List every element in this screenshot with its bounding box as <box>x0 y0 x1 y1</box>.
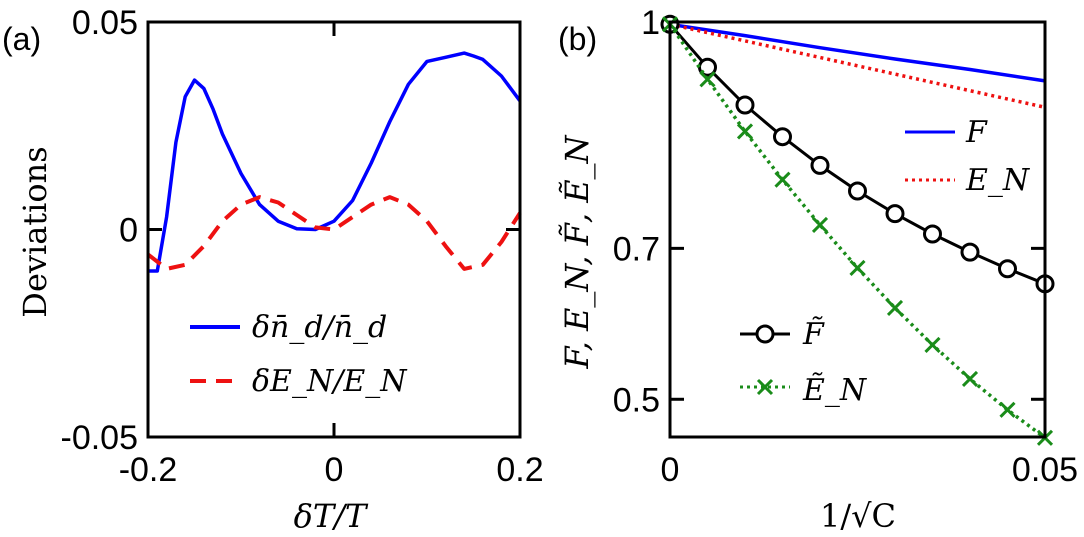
panel-b-marker-x-7 <box>924 336 941 354</box>
panel-b-ticks: 0 0.05 1 0.7 0.5 <box>613 4 1078 489</box>
panel-a-xlabel: δT/T <box>294 497 369 535</box>
panel-b-marker-x-6 <box>886 299 904 317</box>
legend-a-label-density: δn̄_d/n̄_d <box>252 310 387 345</box>
panel-b-label: (b) <box>558 21 597 57</box>
y-tick-label: 0.5 <box>613 381 660 419</box>
y-tick-label: -0.05 <box>61 419 139 457</box>
legend-b-marker-ENtilde <box>756 378 774 396</box>
panel-b-xlabel: 1/√C <box>820 497 896 535</box>
panel-b-legend-lower: F̃ Ẽ_N <box>740 317 868 408</box>
panel-b-ylabel: F, E_N, F̃, Ẽ_N <box>558 134 596 369</box>
panel-b-marker-x-5 <box>849 259 866 277</box>
legend-b-label-ENtilde: Ẽ_N <box>802 372 868 408</box>
panel-b-marker-circle-8 <box>960 242 980 262</box>
panel-a-ylabel: Deviations <box>16 146 54 317</box>
panel-b-marker-circle-2 <box>735 95 755 115</box>
legend-b-marker-Ftilde <box>755 324 775 344</box>
panel-a-plot-area <box>146 51 522 273</box>
panel-b-marker-x-1 <box>699 71 716 88</box>
panel-b-marker-x-4 <box>811 216 829 234</box>
panel-b-marker-circle-4 <box>810 155 830 175</box>
y-tick-label: 1 <box>641 4 660 42</box>
panel-a: (a) Deviations δT/T -0.2 0 0.2 0.05 0 -0.05 δ… <box>2 4 544 535</box>
panel-a-series-line-1 <box>146 195 522 271</box>
panel-a-ticks: -0.2 0 0.2 0.05 0 -0.05 <box>61 4 544 489</box>
panel-b-marker-circle-3 <box>773 127 792 147</box>
x-tick-label: 0 <box>325 451 344 489</box>
panel-b: (b) F, E_N, F̃, Ẽ_N 1/√C 0 0.05 1 0.7 0.5 F … <box>558 4 1078 535</box>
panel-b-frame <box>668 20 1047 439</box>
panel-b-legend-upper: F E_N <box>905 115 1031 198</box>
panel-b-marker-circle-5 <box>848 181 867 201</box>
panel-b-marker-circle-9 <box>998 259 1017 279</box>
panel-b-marker-x-2 <box>736 123 754 140</box>
panel-b-marker-x-8 <box>961 370 979 387</box>
panel-b-marker-x-9 <box>999 401 1016 418</box>
legend-b-label-EN: E_N <box>965 163 1031 198</box>
panel-b-marker-circle-6 <box>885 204 905 224</box>
x-tick-label: -0.2 <box>119 451 178 489</box>
y-tick-label: 0 <box>119 212 138 250</box>
panel-b-series-line-2 <box>668 23 1046 286</box>
panel-b-marker-circle-7 <box>923 224 942 244</box>
y-tick-label: 0.7 <box>613 230 660 268</box>
panel-b-marker-x-3 <box>774 171 791 188</box>
y-tick-label: 0.05 <box>72 4 138 42</box>
panel-a-legend: δn̄_d/n̄_d δE_N/E_N <box>190 310 408 399</box>
legend-b-label-Ftilde: F̃ <box>802 317 825 352</box>
legend-b-label-F: F <box>965 115 988 150</box>
x-tick-label: 0.2 <box>496 451 543 489</box>
legend-a-label-entanglement: δE_N/E_N <box>252 364 408 399</box>
panel-b-series-line-0 <box>669 22 1046 83</box>
x-tick-label: 0 <box>661 451 680 489</box>
panel-a-label: (a) <box>2 21 41 57</box>
panel-a-series-line-0 <box>148 51 522 273</box>
panel-b-series-line-1 <box>669 22 1046 110</box>
x-tick-label: 0.05 <box>1012 451 1078 489</box>
